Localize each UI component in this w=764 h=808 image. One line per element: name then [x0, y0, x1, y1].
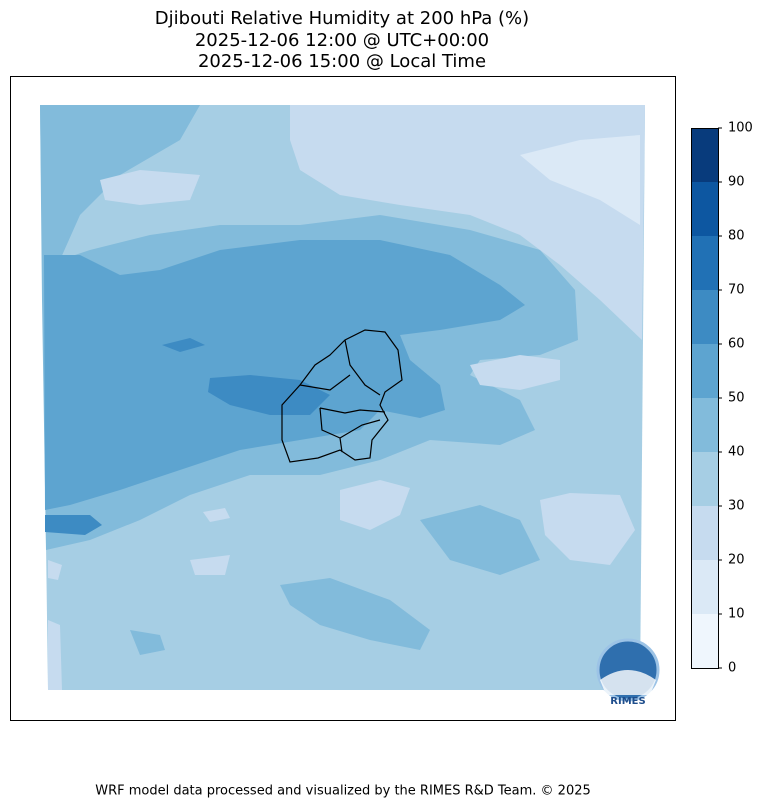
- colorbar-level: [691, 452, 718, 506]
- footer: WRF model data processed and visualized …: [95, 784, 591, 799]
- colorbar-tick-label: 20: [728, 553, 745, 568]
- colorbar-tick-label: 80: [728, 229, 745, 244]
- colorbar-tick-label: 10: [728, 607, 745, 622]
- title-line: Djibouti Relative Humidity at 200 hPa (%…: [155, 8, 529, 29]
- colorbar-frame: [691, 128, 719, 669]
- colorbar-tick-label: 50: [728, 391, 745, 406]
- colorbar-tick-label: 40: [728, 445, 745, 460]
- colorbar-tick-label: 30: [728, 499, 745, 514]
- colorbar-level: [691, 506, 718, 560]
- colorbar-level: [691, 344, 718, 398]
- title-line: 2025-12-06 15:00 @ Local Time: [198, 51, 486, 72]
- colorbar-tick-label: 90: [728, 175, 745, 190]
- colorbar-tick-label: 60: [728, 337, 745, 352]
- colorbar-tick-label: 70: [728, 283, 745, 298]
- colorbar-level: [691, 614, 718, 668]
- colorbar-level: [691, 236, 718, 290]
- colorbar-level: [691, 128, 718, 182]
- map-frame: [10, 76, 676, 721]
- colorbar-level: [691, 560, 718, 614]
- colorbar-level: [691, 398, 718, 452]
- colorbar-tick-label: 100: [728, 121, 753, 136]
- colorbar-tick-label: 0: [728, 661, 736, 676]
- colorbar-level: [691, 290, 718, 344]
- title-line: 2025-12-06 12:00 @ UTC+00:00: [195, 30, 489, 51]
- colorbar-level: [691, 182, 718, 236]
- map: RIMES: [40, 105, 660, 707]
- colorbar: 0 10 20 30 40 50 60 70 80 90 100: [691, 121, 753, 676]
- logo-text: RIMES: [610, 696, 645, 707]
